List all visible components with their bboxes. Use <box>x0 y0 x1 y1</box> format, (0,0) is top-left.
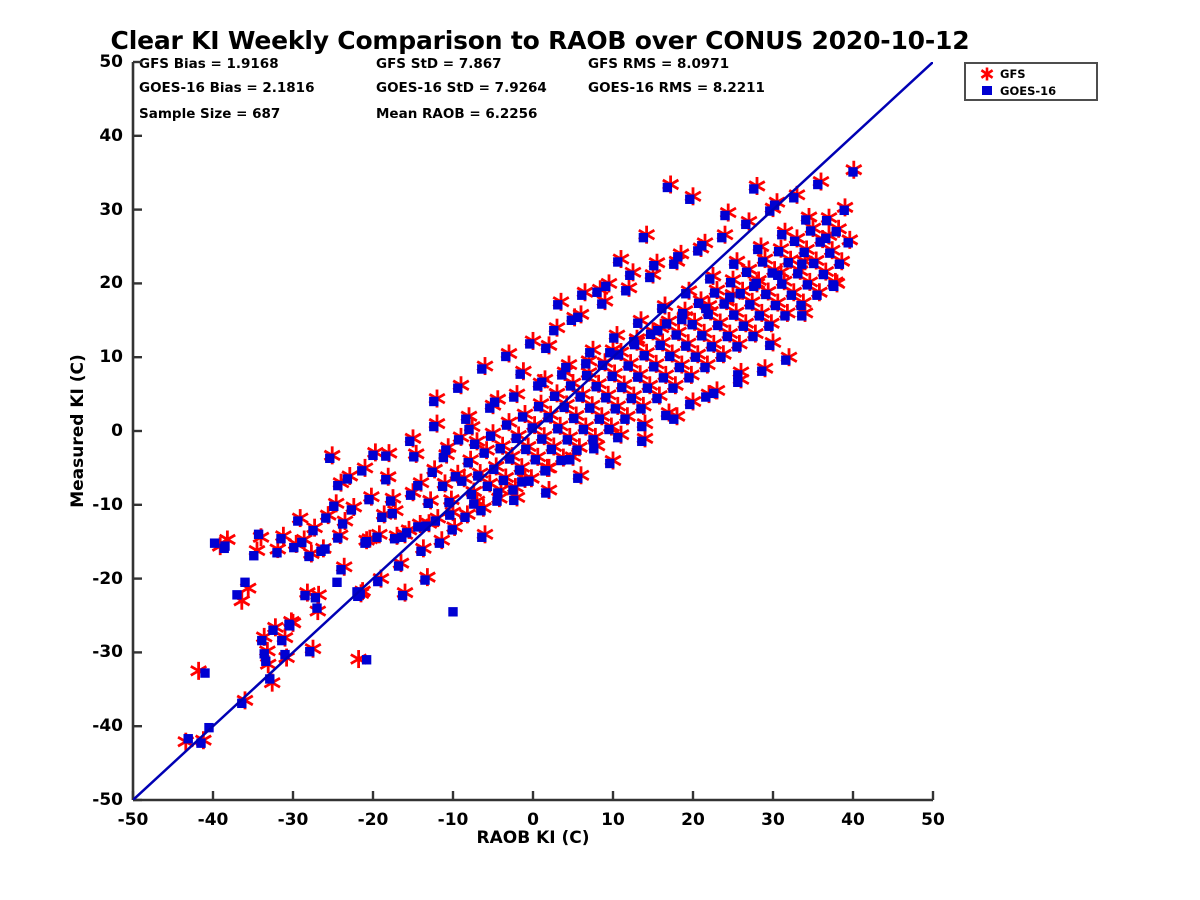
stat-1: GFS StD = 7.867 <box>376 56 502 72</box>
x-tick-0: -50 <box>117 810 149 830</box>
y-tick-2: 30 <box>99 199 123 220</box>
x-tick-8: 30 <box>761 810 785 830</box>
y-tick-7: -20 <box>92 568 123 589</box>
y-tick-5: 0 <box>111 421 123 441</box>
asterisk-icon <box>966 65 1000 82</box>
y-tick-6: -10 <box>92 494 123 515</box>
legend-label-gfs: GFS <box>1000 66 1026 81</box>
x-tick-4: -10 <box>437 810 469 830</box>
x-tick-2: -30 <box>277 810 309 830</box>
x-axis-title: RAOB KI (C) <box>476 828 590 848</box>
y-tick-1: 40 <box>99 125 123 146</box>
legend-entry-gfs[interactable]: GFS <box>966 65 1096 82</box>
stat-6: Sample Size = 687 <box>139 106 281 122</box>
one-to-one-reference-line <box>133 62 933 800</box>
square-icon <box>966 82 1000 99</box>
y-tick-8: -30 <box>92 642 123 663</box>
y-tick-4: 10 <box>99 347 123 368</box>
legend-label-goes16: GOES-16 <box>1000 83 1057 98</box>
series-goes16-points <box>183 167 858 748</box>
stat-0: GFS Bias = 1.9168 <box>139 56 279 72</box>
stat-5: GOES-16 RMS = 8.2211 <box>588 80 765 96</box>
stat-3: GOES-16 Bias = 2.1816 <box>139 80 315 96</box>
x-tick-9: 40 <box>841 810 865 830</box>
x-tick-3: -20 <box>357 810 389 830</box>
x-tick-10: 50 <box>921 810 945 830</box>
stat-7: Mean RAOB = 6.2256 <box>376 106 538 122</box>
legend-entry-goes16[interactable]: GOES-16 <box>966 82 1096 99</box>
axis-ticks <box>131 60 935 802</box>
x-tick-6: 10 <box>601 810 625 830</box>
x-tick-1: -40 <box>197 810 229 830</box>
y-tick-0: 50 <box>99 52 123 72</box>
y-tick-3: 20 <box>99 273 123 294</box>
stat-2: GFS RMS = 8.0971 <box>588 56 730 72</box>
legend[interactable]: GFS GOES-16 <box>964 62 1098 101</box>
stat-4: GOES-16 StD = 7.9264 <box>376 80 547 96</box>
page-title: Clear KI Weekly Comparison to RAOB over … <box>110 26 970 55</box>
x-tick-7: 20 <box>681 810 705 830</box>
y-axis-title: Measured KI (C) <box>68 354 88 508</box>
y-tick-9: -40 <box>92 716 123 737</box>
x-tick-5: 0 <box>527 810 539 830</box>
y-tick-10: -50 <box>92 790 123 810</box>
